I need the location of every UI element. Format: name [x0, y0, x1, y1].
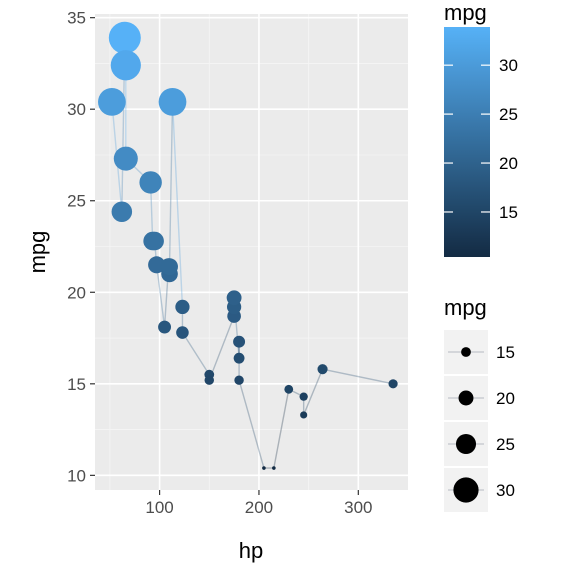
x-tick-label: 100 — [145, 498, 173, 517]
y-tick-label: 25 — [67, 192, 86, 211]
color-legend-title: mpg — [444, 0, 487, 25]
data-point — [176, 326, 189, 339]
data-point — [112, 201, 133, 222]
colorbar-tick-label: 30 — [499, 56, 518, 75]
data-point — [300, 411, 307, 418]
data-point — [272, 466, 276, 470]
data-point — [262, 466, 266, 470]
size-key-point — [453, 477, 478, 502]
x-axis-title: hp — [239, 538, 263, 563]
data-point — [159, 88, 187, 116]
size-key-label: 20 — [496, 389, 515, 408]
size-key-label: 30 — [496, 481, 515, 500]
data-point — [158, 321, 171, 334]
data-point — [234, 375, 243, 384]
size-key-point — [459, 391, 474, 406]
data-point — [109, 22, 141, 54]
size-legend: mpg 15 20 25 30 — [444, 295, 515, 512]
size-legend-title: mpg — [444, 295, 487, 320]
size-key-point — [461, 347, 471, 357]
colorbar — [444, 27, 490, 257]
data-point — [161, 258, 178, 275]
data-point — [114, 147, 138, 171]
data-point — [234, 353, 245, 364]
data-point — [98, 88, 126, 116]
data-point — [145, 232, 164, 251]
size-key-label: 25 — [496, 435, 515, 454]
y-tick-label: 10 — [67, 466, 86, 485]
colorbar-tick-label: 25 — [499, 105, 518, 124]
y-axis-title: mpg — [25, 231, 50, 274]
data-point — [317, 364, 327, 374]
data-point — [175, 300, 189, 314]
color-legend: mpg 15 20 25 30 — [444, 0, 518, 257]
data-point — [227, 290, 242, 305]
plot-panel — [95, 14, 408, 490]
size-key-point — [456, 434, 476, 454]
data-point — [205, 375, 214, 384]
size-key-label: 15 — [496, 343, 515, 362]
data-point — [389, 379, 398, 388]
x-tick-label: 300 — [344, 498, 372, 517]
y-tick-label: 30 — [67, 100, 86, 119]
colorbar-tick-label: 20 — [499, 154, 518, 173]
data-point — [233, 336, 245, 348]
data-point — [139, 171, 161, 193]
y-tick-label: 20 — [67, 283, 86, 302]
data-point — [300, 392, 308, 400]
y-tick-label: 15 — [67, 375, 86, 394]
x-tick-label: 200 — [245, 498, 273, 517]
data-point — [284, 385, 293, 394]
colorbar-tick-label: 15 — [499, 203, 518, 222]
y-tick-label: 35 — [67, 9, 86, 28]
data-point — [111, 50, 141, 80]
